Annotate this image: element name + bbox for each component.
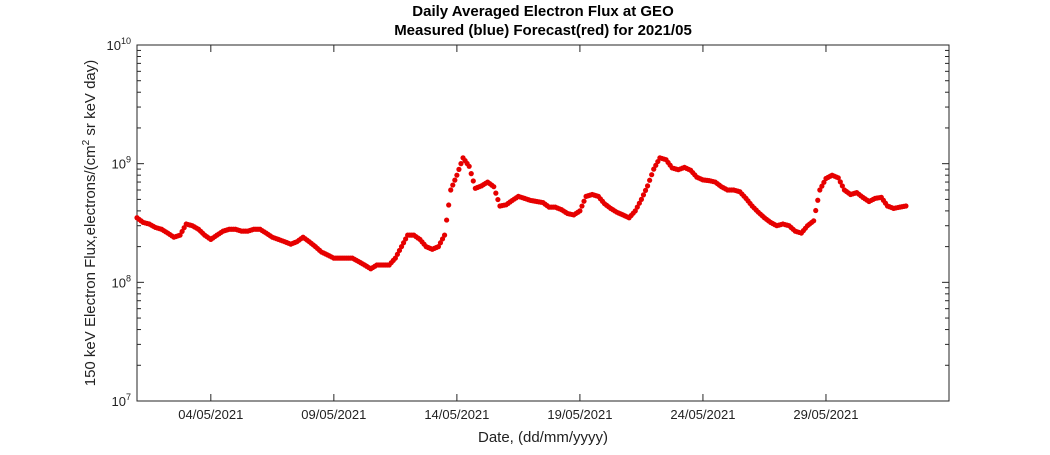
- x-axis-ticks: 04/05/2021 09/05/2021 14/05/2021 19/05/2021…: [178, 45, 859, 422]
- data-point: [640, 192, 647, 198]
- y-tick-label: 107: [112, 392, 131, 409]
- data-point: [577, 208, 583, 214]
- data-point: [446, 202, 452, 208]
- data-point: [450, 182, 456, 188]
- y-tick-label: 108: [112, 273, 131, 290]
- data-point: [491, 184, 497, 190]
- data-point: [470, 178, 476, 184]
- data-point: [636, 200, 642, 206]
- x-tick-label: 19/05/2021: [547, 407, 612, 422]
- data-point: [452, 177, 458, 183]
- data-point: [454, 172, 460, 178]
- data-point: [647, 177, 653, 183]
- data-point: [495, 196, 501, 203]
- data-point: [392, 255, 398, 261]
- data-point: [581, 198, 587, 204]
- data-point: [839, 183, 845, 189]
- chart-title: Daily Averaged Electron Flux at GEO: [412, 3, 674, 20]
- y-axis-label-after: sr keV day): [82, 60, 99, 140]
- y-axis-label-sup: 2: [81, 139, 92, 145]
- x-tick-label: 09/05/2021: [301, 407, 366, 422]
- data-point: [398, 244, 405, 250]
- y-tick-label: 109: [112, 155, 131, 172]
- data-point: [441, 232, 448, 238]
- data-point: [642, 187, 649, 193]
- axes-frame: [136, 44, 950, 402]
- series-points: [134, 155, 909, 272]
- data-point: [649, 172, 655, 178]
- x-tick-label: 04/05/2021: [178, 407, 243, 422]
- data-point: [458, 161, 464, 167]
- data-point: [435, 244, 442, 250]
- data-point: [579, 203, 585, 209]
- y-axis-label-before: 150 keV Electron Flux,electrons/(cm: [82, 145, 99, 386]
- data-point: [815, 197, 821, 203]
- data-point: [493, 190, 499, 196]
- x-tick-label: 29/05/2021: [793, 407, 858, 422]
- data-point: [813, 207, 819, 214]
- data-point: [835, 175, 841, 181]
- axes-box: [136, 44, 950, 402]
- data-point: [837, 179, 843, 185]
- data-point: [439, 236, 446, 242]
- data-point: [821, 179, 827, 185]
- data-point: [396, 247, 403, 254]
- data-point: [644, 183, 651, 189]
- data-point: [903, 203, 909, 209]
- data-point: [403, 236, 409, 242]
- data-point: [466, 163, 472, 169]
- data-point: [448, 187, 454, 193]
- data-point: [400, 240, 407, 246]
- data-point: [444, 217, 450, 223]
- data-point: [638, 196, 645, 202]
- data-point: [456, 166, 462, 172]
- data-point: [394, 251, 401, 257]
- chart-subtitle: Measured (blue) Forecast(red) for 2021/0…: [394, 22, 692, 39]
- x-tick-label: 24/05/2021: [670, 407, 735, 422]
- data-point: [819, 183, 825, 189]
- y-axis-label: 150 keV Electron Flux,electrons/(cm2 sr …: [81, 60, 99, 387]
- y-axis-ticks: 107 108 109 1010: [107, 36, 949, 409]
- svg-text:150 keV Electron Flux,electron: 150 keV Electron Flux,electrons/(cm2 sr …: [81, 60, 99, 387]
- data-point: [632, 208, 638, 214]
- data-point: [811, 218, 817, 224]
- x-axis-label: Date, (dd/mm/yyyy): [478, 429, 608, 446]
- data-point: [468, 171, 474, 177]
- data-point: [817, 187, 823, 193]
- y-tick-label: 1010: [107, 36, 131, 53]
- x-tick-label: 14/05/2021: [424, 407, 489, 422]
- data-point: [437, 240, 444, 246]
- data-point: [634, 204, 640, 210]
